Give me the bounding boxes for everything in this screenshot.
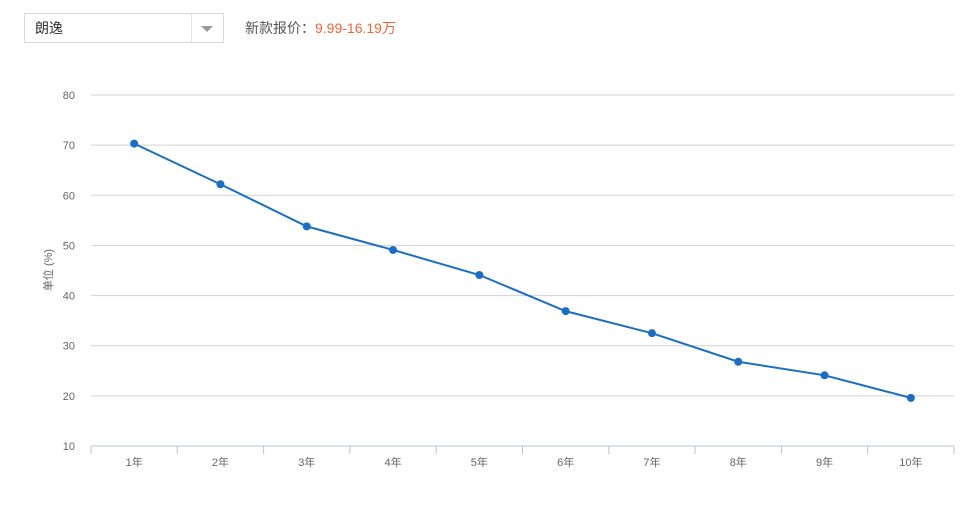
price-value: 9.99-16.19万 [315, 20, 396, 36]
price-label: 新款报价： [245, 20, 315, 36]
data-point[interactable] [475, 271, 484, 280]
y-axis-label: 单位 (%) [41, 249, 55, 291]
data-point[interactable] [647, 329, 656, 338]
data-point[interactable] [734, 357, 743, 366]
x-tick-label: 3年 [298, 455, 315, 469]
data-point[interactable] [820, 371, 829, 380]
data-point[interactable] [561, 307, 570, 316]
x-tick-label: 9年 [816, 455, 833, 469]
x-tick-label: 7年 [643, 455, 660, 469]
x-tick-label: 5年 [471, 455, 488, 469]
data-point[interactable] [302, 222, 311, 231]
select-divider [191, 14, 192, 42]
series-line [133, 142, 912, 399]
x-tick-label: 10年 [899, 455, 922, 469]
y-tick-label: 30 [63, 341, 75, 353]
series [130, 139, 915, 402]
y-axis: 10 20 30 40 50 60 70 80 [63, 90, 75, 453]
chevron-down-icon[interactable] [201, 26, 213, 32]
grid [91, 94, 954, 397]
y-tick-label: 70 [63, 140, 75, 152]
x-tick-label: 8年 [730, 455, 747, 469]
model-select[interactable]: 朗逸 [24, 13, 224, 43]
x-axis: 1年 2年 3年 4年 5年 6年 7年 8年 9年 10年 [90, 445, 955, 469]
y-tick-label: 40 [63, 291, 75, 303]
price-info: 新款报价：9.99-16.19万 [245, 13, 396, 43]
data-point[interactable] [906, 393, 915, 402]
x-tick-label: 2年 [212, 455, 229, 469]
x-tick-label: 4年 [384, 455, 401, 469]
y-tick-label: 50 [63, 240, 75, 252]
y-tick-label: 20 [63, 391, 75, 403]
model-select-value: 朗逸 [35, 20, 63, 36]
data-point[interactable] [216, 180, 225, 189]
x-tick-label: 1年 [126, 455, 143, 469]
y-tick-label: 10 [63, 441, 75, 453]
data-point[interactable] [389, 245, 398, 254]
x-tick-label: 6年 [557, 455, 574, 469]
y-tick-label: 60 [63, 190, 75, 202]
y-tick-label: 80 [63, 90, 75, 102]
data-point[interactable] [130, 139, 139, 148]
